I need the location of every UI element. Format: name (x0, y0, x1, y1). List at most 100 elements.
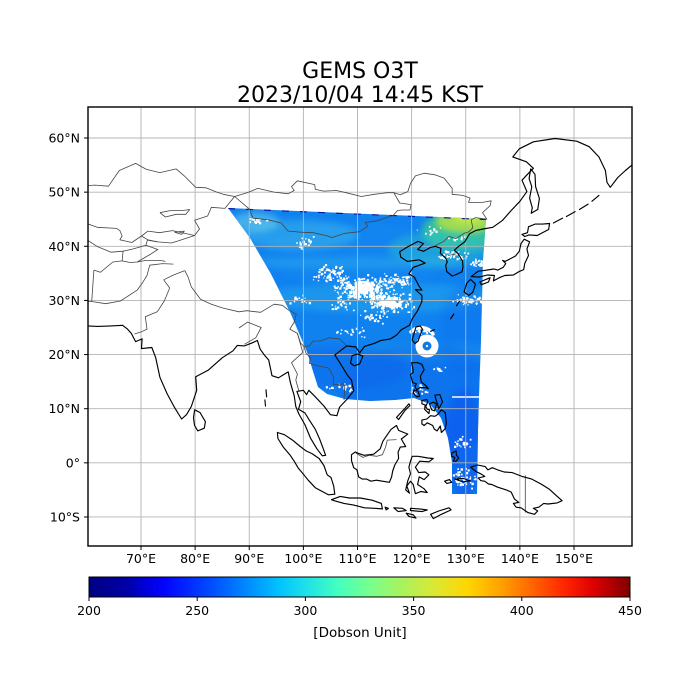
y-tick-label: 60°N (48, 131, 80, 146)
colorbar: 200 250 300 350 400 450 [Dobson Unit] (77, 576, 642, 641)
coastline-path (330, 495, 383, 510)
coastline-path (393, 507, 407, 513)
coastline-path (552, 217, 564, 224)
border-path (93, 260, 166, 273)
border-path (234, 180, 412, 238)
y-axis: 60°N 50°N 40°N 30°N 20°N 10°N 0° 10°S (48, 131, 88, 524)
colorbar-tick-label: 450 (618, 603, 642, 618)
coastline-path (350, 424, 409, 483)
x-tick-label: 140°E (501, 551, 539, 566)
coastline-path (455, 300, 460, 307)
border-path (238, 321, 262, 345)
graticule-gridlines (88, 107, 632, 546)
border-path (184, 270, 347, 347)
coastline-path (463, 278, 477, 297)
coastline-path (412, 389, 421, 398)
x-tick-label: 110°E (338, 551, 376, 566)
country-borders (88, 163, 526, 513)
coastline-path (444, 479, 453, 484)
coastlines (88, 137, 632, 520)
coastline-path (421, 409, 447, 434)
swath-shade-patch (441, 285, 486, 375)
border-path (88, 263, 174, 305)
coastline-path (470, 238, 531, 282)
coastline-path (421, 398, 431, 415)
coastline-path (265, 389, 268, 398)
coastline-path (411, 325, 423, 345)
border-path (291, 333, 304, 392)
coastline-path (264, 399, 267, 407)
border-path (174, 230, 185, 235)
colorbar-tick-label: 200 (77, 603, 101, 618)
x-tick-label: 150°E (555, 551, 593, 566)
y-tick-label: 10°N (48, 401, 80, 416)
coastline-path (578, 203, 589, 211)
border-path (355, 439, 397, 458)
swath-shade-patch (235, 257, 485, 269)
border-path (159, 209, 191, 218)
map-area (88, 107, 632, 546)
colorbar-outline (88, 576, 631, 598)
border-path (88, 240, 124, 261)
colorbar-unit-label: [Dobson Unit] (313, 625, 406, 641)
border-path (435, 231, 470, 247)
y-tick-label: 50°N (48, 185, 80, 200)
coastline-path (428, 401, 438, 412)
coastline-path (405, 512, 417, 519)
colorbar-tick-label: 250 (185, 603, 209, 618)
coastline-path (565, 211, 576, 218)
typhoon-icon (409, 325, 439, 358)
colorbar-tick-label: 350 (402, 603, 426, 618)
border-path (123, 244, 159, 263)
coastline-path (430, 507, 452, 520)
coastline-path (395, 403, 411, 421)
coastline-path (451, 450, 460, 462)
x-tick-label: 130°E (447, 551, 485, 566)
coastline-path (349, 353, 364, 367)
coastline-path (405, 455, 434, 495)
coastline-path (276, 431, 336, 496)
chart-subtitle: 2023/10/04 14:45 KST (237, 83, 484, 108)
border-path (145, 196, 235, 246)
border-path (447, 253, 457, 256)
x-tick-label: 90°E (234, 551, 264, 566)
map-frame (87, 106, 633, 547)
chart-title: GEMS O3T (302, 59, 418, 84)
coastline-path (528, 168, 540, 214)
colorbar-gradient-bar (89, 577, 630, 597)
coastline-path (591, 194, 600, 202)
y-tick-label: 20°N (48, 347, 80, 362)
coastline-path (409, 362, 429, 391)
coastline-path (450, 313, 455, 320)
y-tick-label: 10°S (50, 509, 80, 524)
border-path (91, 270, 95, 302)
border-path (141, 230, 195, 243)
swath-top-edge-dashes (228, 208, 486, 221)
coastline-path (430, 329, 435, 332)
coastline-path (434, 394, 444, 410)
coastline-path (454, 477, 471, 483)
border-path (88, 163, 235, 197)
border-path (88, 223, 142, 243)
x-tick-label: 120°E (393, 551, 431, 566)
coastline-path (88, 137, 632, 457)
y-tick-label: 0° (66, 455, 80, 470)
colorbar-tick-label: 300 (293, 603, 317, 618)
y-tick-label: 40°N (48, 239, 80, 254)
colorbar-ticks: 200 250 300 350 400 450 (77, 597, 642, 618)
x-tick-label: 100°E (284, 551, 322, 566)
y-tick-label: 30°N (48, 293, 80, 308)
coastline-path (192, 409, 206, 432)
border-path (134, 270, 185, 335)
colorbar-tick-label: 400 (510, 603, 534, 618)
border-path (303, 346, 345, 401)
x-tick-label: 70°E (126, 551, 156, 566)
border-path (393, 172, 492, 232)
x-axis: 70°E 80°E 90°E 100°E 110°E 120°E 130°E 140°E 150… (126, 546, 593, 566)
coastline-path (479, 277, 491, 286)
coastline-path (384, 506, 389, 511)
x-tick-label: 80°E (180, 551, 210, 566)
coastline-path (470, 464, 563, 515)
